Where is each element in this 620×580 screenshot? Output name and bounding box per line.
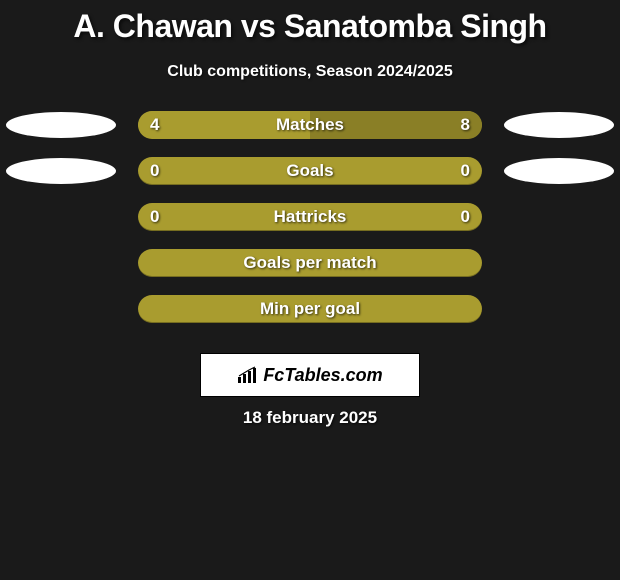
stat-row: Goals per match	[0, 249, 620, 277]
branding-box: FcTables.com	[200, 353, 420, 397]
page-title: A. Chawan vs Sanatomba Singh	[0, 0, 620, 45]
stat-row: Min per goal	[0, 295, 620, 323]
stat-row: Goals0 0	[0, 157, 620, 185]
player-right-logo	[504, 112, 614, 138]
stat-row: Hattricks0 0	[0, 203, 620, 231]
branding-text: FcTables.com	[263, 365, 382, 386]
stat-value-left: 0	[150, 157, 159, 185]
player-left-logo	[6, 112, 116, 138]
stat-bar: Matches4 8	[138, 111, 482, 139]
chart-icon	[237, 366, 259, 384]
player-left-logo	[6, 158, 116, 184]
stat-label: Min per goal	[138, 295, 482, 323]
page-subtitle: Club competitions, Season 2024/2025	[0, 63, 620, 81]
stat-bar: Goals per match	[138, 249, 482, 277]
stat-value-right: 8	[461, 111, 470, 139]
stat-bar: Goals0 0	[138, 157, 482, 185]
stat-label: Matches	[138, 111, 482, 139]
player-right-logo	[504, 158, 614, 184]
stat-label: Goals per match	[138, 249, 482, 277]
stats-area: Matches48Goals00Hattricks00Goals per mat…	[0, 111, 620, 323]
stat-value-left: 4	[150, 111, 159, 139]
stat-value-right: 0	[461, 157, 470, 185]
stat-bar: Hattricks0 0	[138, 203, 482, 231]
stat-bar: Min per goal	[138, 295, 482, 323]
stat-row: Matches4 8	[0, 111, 620, 139]
stat-label: Hattricks	[138, 203, 482, 231]
date-label: 18 february 2025	[0, 408, 620, 428]
stat-label: Goals	[138, 157, 482, 185]
stat-value-right: 0	[461, 203, 470, 231]
stat-value-left: 0	[150, 203, 159, 231]
